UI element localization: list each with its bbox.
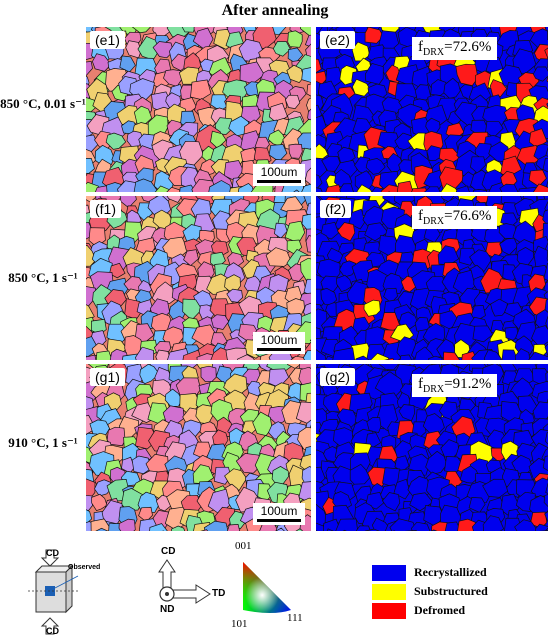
legend-label: Substructured: [414, 584, 488, 599]
scale-bar-label: 100um: [257, 333, 301, 347]
ipf-map-f1: (f1) 100um: [86, 196, 311, 360]
scale-bar-line: [257, 180, 301, 183]
ipf-001-label: 001: [235, 540, 252, 552]
legend-label: Recrystallized: [414, 565, 487, 580]
cd-top-label: CD: [46, 548, 59, 558]
panel-label-f2: (f2): [320, 200, 351, 218]
row-label-f: 850 °C, 1 s⁻¹: [0, 270, 86, 286]
legend-swatch: [372, 565, 406, 581]
scale-bar-line: [257, 519, 301, 522]
legend-deformed: Defromed: [372, 603, 550, 621]
row-label-e: 850 °C, 0.01 s⁻¹: [0, 96, 86, 112]
ipf-111-label: 111: [287, 612, 303, 624]
legend-label: Defromed: [414, 603, 465, 618]
nd-axis-label: ND: [160, 604, 174, 615]
legend-substructured: Substructured: [372, 584, 550, 602]
ipf-map-e1: (e1) 100um: [86, 27, 311, 192]
scale-bar-g1: 100um: [253, 503, 305, 525]
panel-label-f1: (f1): [90, 200, 121, 218]
ipf-101-label: 101: [231, 618, 248, 630]
legend-swatch: [372, 584, 406, 600]
row-label-g: 910 °C, 1 s⁻¹: [0, 435, 86, 451]
legend-recrystallized: Recrystallized: [372, 565, 550, 583]
ipf-map-g1: (g1) 100um: [86, 364, 311, 531]
sample-orientation-diagram: CD Observed CD: [28, 548, 108, 636]
scale-bar-e1: 100um: [253, 164, 305, 186]
scale-bar-label: 100um: [257, 165, 301, 179]
drx-map-f2: (f2) fDRX=76.6%: [316, 196, 548, 360]
fdrx-value-e2: fDRX=72.6%: [412, 37, 497, 60]
legend-swatch: [372, 603, 406, 619]
observed-label: Observed: [68, 564, 100, 571]
fdrx-value-f2: fDRX=76.6%: [412, 206, 497, 229]
panel-label-e1: (e1): [90, 31, 125, 49]
ipf-triangle-icon: [235, 558, 305, 618]
fdrx-value-g2: fDRX=91.2%: [412, 374, 497, 397]
drx-map-e2: (e2) fDRX=72.6%: [316, 27, 548, 192]
ipf-color-key: 001 101 111: [225, 540, 315, 635]
scale-bar-f1: 100um: [253, 332, 305, 354]
panel-label-e2: (e2): [320, 31, 355, 49]
cd-bottom-label: CD: [46, 626, 59, 636]
sample-cube-icon: [28, 548, 108, 636]
scale-bar-line: [257, 348, 301, 351]
figure-title: After annealing: [0, 2, 550, 20]
axes-diagram: CD TD ND: [150, 552, 230, 622]
td-axis-label: TD: [212, 588, 225, 599]
drx-map-g2: (g2) fDRX=91.2%: [316, 364, 548, 531]
panel-label-g2: (g2): [320, 368, 355, 386]
panel-label-g1: (g1): [90, 368, 125, 386]
scale-bar-label: 100um: [257, 504, 301, 518]
cd-axis-label: CD: [161, 546, 175, 557]
